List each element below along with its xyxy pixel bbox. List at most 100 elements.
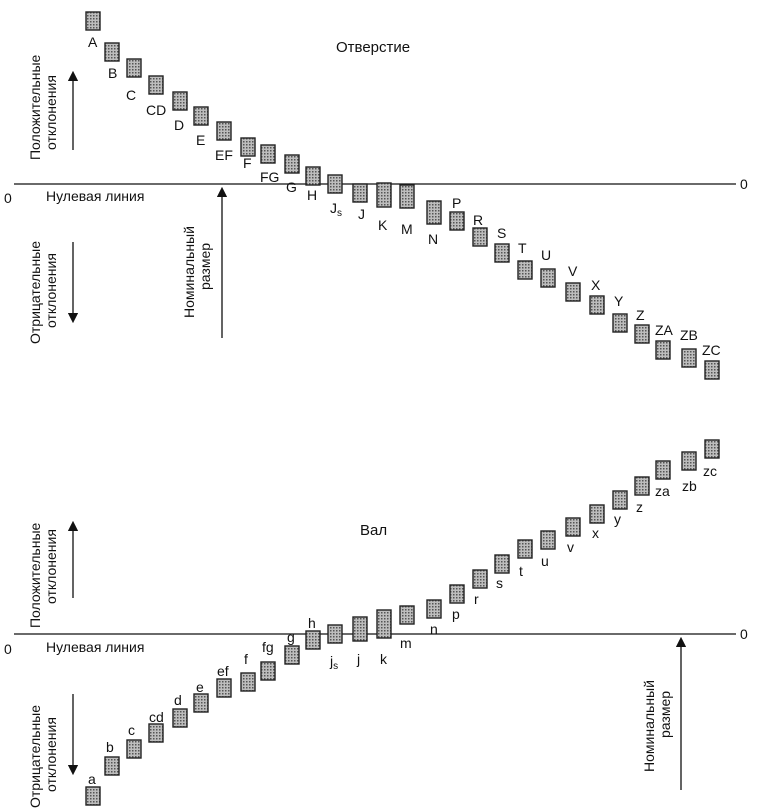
hole-box-CD [148, 75, 164, 95]
hole-box-S [494, 243, 510, 263]
hole-label-ZA: ZA [655, 322, 674, 338]
shaft-zero-right: 0 [740, 626, 748, 642]
hole-box-J [352, 183, 368, 203]
hole-label-CD: CD [146, 102, 166, 118]
shaft-panel: Вал 0 0 Нулевая линия Положительные откл… [4, 439, 748, 808]
hole-label-G: G [286, 179, 297, 195]
hole-label-ZC: ZC [702, 342, 721, 358]
shaft-box-cd [148, 723, 164, 743]
hole-box-N [426, 200, 442, 225]
hole-positive-label-1: Положительные [27, 54, 43, 160]
shaft-label-a: a [88, 771, 96, 787]
shaft-box-x [589, 504, 605, 524]
shaft-label-n: n [430, 621, 438, 637]
hole-label-K: K [378, 217, 388, 233]
shaft-label-z: z [636, 499, 643, 515]
hole-box-P [449, 211, 465, 231]
hole-label-S: S [497, 225, 506, 241]
hole-label-A: A [88, 34, 98, 50]
hole-box-X [589, 295, 605, 315]
hole-label-M: M [401, 221, 413, 237]
hole-box-K [376, 182, 392, 208]
shaft-label-h: h [308, 615, 316, 631]
shaft-label-za: za [655, 483, 670, 499]
shaft-label-cd: cd [149, 709, 164, 725]
hole-box-B [104, 42, 120, 62]
shaft-label-zc: zc [703, 463, 717, 479]
hole-label-V: V [568, 263, 578, 279]
shaft-box-j [352, 616, 368, 642]
shaft-box-r [472, 569, 488, 589]
hole-box-FG [260, 144, 276, 164]
shaft-positive-label-2: отклонения [43, 529, 59, 604]
hole-label-T: T [518, 240, 527, 256]
hole-label-B: B [108, 65, 117, 81]
hole-negative-label-1: Отрицательные [27, 241, 43, 344]
hole-box-ZB [681, 348, 697, 368]
hole-label-E: E [196, 132, 205, 148]
shaft-label-u: u [541, 553, 549, 569]
hole-nominal-label-1: Номинальный [181, 226, 197, 318]
hole-box-G [284, 154, 300, 174]
hole-label-ZB: ZB [680, 327, 698, 343]
shaft-label-v: v [567, 539, 574, 555]
hole-box-Js [327, 174, 343, 194]
hole-box-E [193, 106, 209, 126]
shaft-label-zb: zb [682, 478, 697, 494]
shaft-negative-label-1: Отрицательные [27, 705, 43, 808]
hole-label-R: R [473, 212, 483, 228]
hole-box-V [565, 282, 581, 302]
shaft-label-c: c [128, 722, 135, 738]
shaft-box-s [494, 554, 510, 574]
shaft-label-f: f [244, 651, 248, 667]
hole-nominal-label-2: размер [197, 243, 213, 290]
shaft-box-d [172, 708, 188, 728]
shaft-label-b: b [106, 739, 114, 755]
hole-box-F [240, 137, 256, 157]
hole-label-Y: Y [614, 293, 624, 309]
hole-box-C [126, 58, 142, 78]
hole-label-P: P [452, 195, 461, 211]
shaft-box-fg [260, 661, 276, 681]
hole-negative-label-2: отклонения [43, 253, 59, 328]
hole-zero-right: 0 [740, 176, 748, 192]
shaft-label-ef: ef [217, 663, 229, 679]
hole-box-T [517, 260, 533, 280]
shaft-negative-label-2: отклонения [43, 717, 59, 792]
hole-box-D [172, 91, 188, 111]
shaft-label-k: k [380, 651, 388, 667]
hole-nominal-size: Номинальный размер [181, 186, 228, 338]
hole-positive-label-2: отклонения [43, 75, 59, 150]
hole-negative-axis: Отрицательные отклонения [27, 241, 79, 344]
shaft-box-f [240, 672, 256, 692]
hole-box-Z [634, 324, 650, 344]
shaft-box-u [540, 530, 556, 550]
hole-box-R [472, 227, 488, 247]
hole-label-J: J [358, 206, 365, 222]
hole-zero-line-label: Нулевая линия [46, 188, 144, 204]
hole-box-H [305, 166, 321, 186]
hole-label-D: D [174, 117, 184, 133]
hole-box-A [85, 11, 101, 31]
shaft-box-c [126, 739, 142, 759]
hole-label-FG: FG [260, 169, 279, 185]
shaft-box-k [376, 609, 392, 639]
shaft-nominal-label-1: Номинальный [641, 680, 657, 772]
shaft-box-n [426, 599, 442, 619]
hole-box-M [399, 184, 415, 209]
shaft-label-s: s [496, 575, 503, 591]
shaft-box-za [655, 460, 671, 480]
hole-panel: Отверстие 0 0 Нулевая линия Положительны… [4, 11, 748, 380]
shaft-positive-axis: Положительные отклонения [27, 520, 79, 628]
shaft-box-p [449, 584, 465, 604]
shaft-nominal-label-2: размер [657, 691, 673, 738]
shaft-box-h [305, 630, 321, 650]
hole-box-EF [216, 121, 232, 141]
shaft-box-zc [704, 439, 720, 459]
hole-positive-axis: Положительные отклонения [27, 54, 79, 160]
shaft-label-g: g [287, 629, 295, 645]
hole-box-ZA [655, 340, 671, 360]
shaft-label-j: j [356, 651, 360, 667]
